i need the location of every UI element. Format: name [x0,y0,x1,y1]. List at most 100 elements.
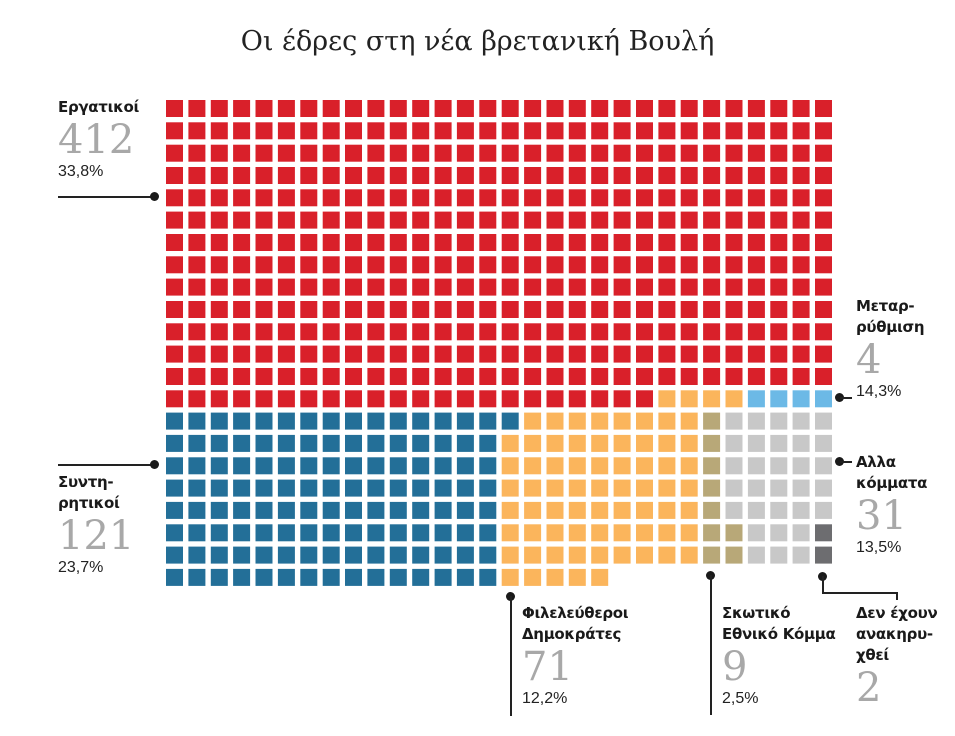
seat-square-lab [479,122,497,140]
seat-square-lab [322,167,340,184]
seat-square-ld [568,412,586,430]
seat-square-lab [389,323,407,341]
leader-line [840,397,852,399]
seat-square-lab [636,144,653,162]
seat-square-ld [568,524,586,542]
seat-square-con [233,412,251,430]
seat-square-lab [188,211,206,229]
seat-square-lab [166,390,183,408]
seat-square-ld [680,546,698,564]
seat-square-con [166,546,183,564]
seat-square-lab [725,211,743,229]
seat-square-lab [277,122,295,140]
seat-square-oth [792,434,810,452]
seat-square-lab [770,167,788,184]
seat-square-ld [524,457,542,475]
seat-square-lab [680,368,698,385]
seat-square-ld [658,479,676,497]
seat-square-lab [591,189,609,207]
seat-square-lab [770,345,788,363]
seat-square-lab [568,122,586,140]
seat-square-lab [345,301,362,318]
seat-square-lab [277,368,295,385]
seat-square-lab [591,278,609,296]
seat-square-lab [636,234,653,251]
seat-square-oth [792,479,810,497]
seat-square-con [434,568,452,586]
seat-square-con [255,434,273,452]
label-other-parties: Αλλα κόμματα 31 13,5% [856,452,927,558]
seat-square-con [210,479,228,497]
seat-square-lab [747,100,765,117]
seat-square-lab [479,234,497,251]
seat-square-lab [367,211,385,229]
seat-square-lab [591,301,609,318]
seat-square-lab [367,390,385,408]
seat-square-lab [434,323,452,341]
seat-square-lab [456,211,474,229]
seat-square-lab [188,390,206,408]
seat-square-con [188,434,206,452]
seat-square-lab [166,278,183,296]
seat-square-con [367,568,385,586]
seat-square-lab [210,211,228,229]
seat-square-lab [658,256,676,274]
seat-square-lab [792,301,810,318]
seat-square-con [277,479,295,497]
seat-square-lab [524,323,542,341]
seat-square-con [412,457,430,475]
seat-square-lab [412,122,430,140]
seat-square-lab [568,100,586,117]
seat-square-lab [300,368,318,385]
seat-square-lab [591,211,609,229]
seat-square-lab [300,301,318,318]
seat-square-con [322,524,340,542]
seat-square-lab [680,211,698,229]
seat-square-lab [322,323,340,341]
seat-square-lab [479,189,497,207]
seat-square-lab [680,189,698,207]
seat-square-lab [188,122,206,140]
seat-square-ld [591,546,609,564]
seat-square-ld [568,546,586,564]
seat-square-snp [725,524,743,542]
seat-square-con [479,501,497,519]
seat-square-lab [233,323,251,341]
seat-square-lab [546,100,564,117]
seat-square-lab [501,278,519,296]
seat-square-con [345,546,362,564]
seat-square-ld [546,501,564,519]
seat-square-lab [479,390,497,408]
seat-square-lab [210,368,228,385]
seat-square-lab [747,278,765,296]
seat-square-con [389,501,407,519]
seat-square-con [345,479,362,497]
seat-square-lab [792,144,810,162]
seat-square-lab [412,167,430,184]
seat-square-con [188,457,206,475]
leader-line [510,596,512,716]
seat-square-con [412,546,430,564]
seat-square-lab [166,122,183,140]
seat-square-lab [166,189,183,207]
seat-square-lab [501,390,519,408]
seat-square-lab [188,189,206,207]
seat-square-oth [792,457,810,475]
seat-square-ld [524,568,542,586]
leader-dot [835,393,844,402]
seat-square-ld [613,501,631,519]
seat-square-lab [255,100,273,117]
seat-square-con [166,524,183,542]
seat-square-ld [501,501,519,519]
seat-square-con [322,434,340,452]
seat-square-lab [277,256,295,274]
seat-square-lab [188,345,206,363]
seat-square-ld [501,546,519,564]
seat-square-ld [591,434,609,452]
seat-square-lab [367,234,385,251]
seat-square-lab [277,189,295,207]
seat-square-ld [680,390,698,408]
seat-square-lab [367,301,385,318]
label-snp: Σκωτικό Εθνικό Κόμμα 9 2,5% [722,603,836,709]
seat-square-lab [277,390,295,408]
